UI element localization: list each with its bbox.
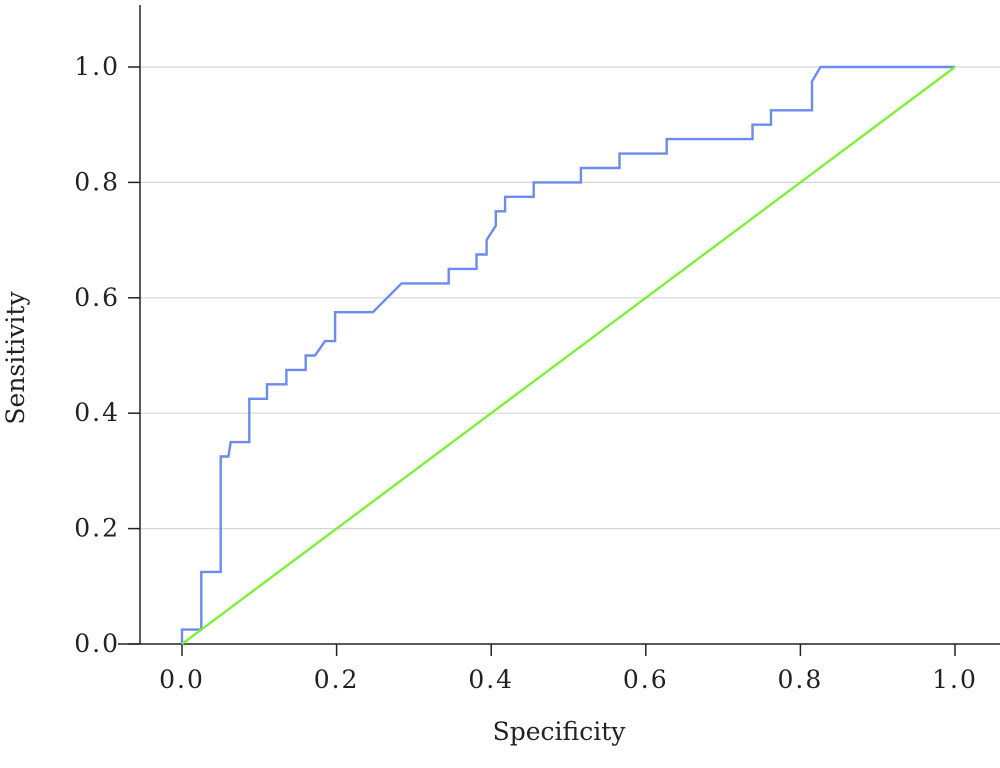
- series-layer: [180, 65, 956, 645]
- tick-labels: 0.0 0.2 0.4 0.6 0.8 1.0 0.0 0.2 0.4 0.6 0.8 1.0: [74, 52, 978, 694]
- roc-curve-line: [180, 65, 955, 644]
- y-tick-label: 0.8: [74, 167, 120, 196]
- x-tick-label: 0.4: [468, 665, 514, 694]
- y-tick-label: 0.2: [74, 514, 120, 543]
- x-tick-label: 0.2: [314, 665, 360, 694]
- gridlines: [140, 66, 1000, 530]
- y-axis-title: Sensitivity: [1, 291, 30, 425]
- x-tick-label: 0.0: [159, 665, 205, 694]
- y-tick-label: 1.0: [74, 52, 120, 81]
- x-tick-label: 0.8: [778, 665, 824, 694]
- reference-diagonal-line: [181, 66, 956, 645]
- x-tick-label: 0.6: [623, 665, 669, 694]
- x-tick-label: 1.0: [932, 665, 978, 694]
- y-tick-label: 0.4: [74, 398, 120, 427]
- axes: [118, 5, 1000, 656]
- y-tick-label: 0.0: [74, 629, 120, 658]
- x-axis-title: Specificity: [493, 717, 627, 746]
- y-tick-label: 0.6: [74, 283, 120, 312]
